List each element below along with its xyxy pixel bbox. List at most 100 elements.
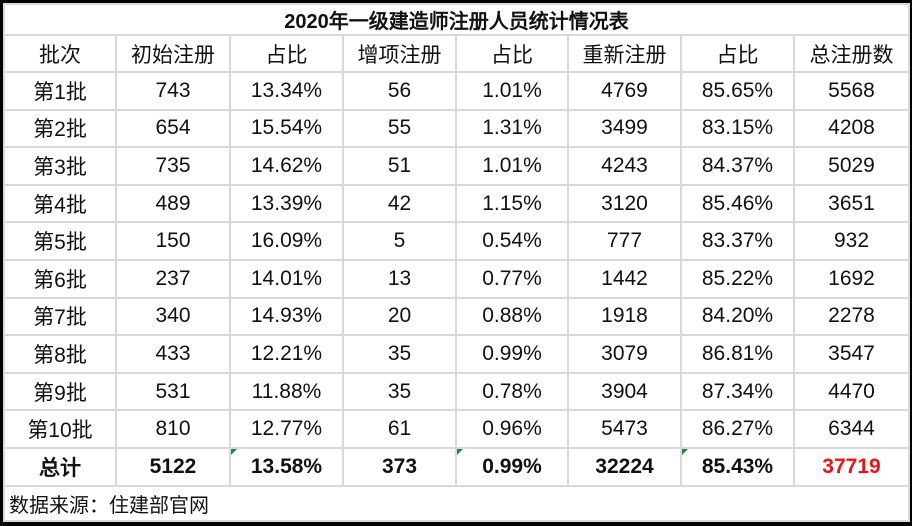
table-row-cell: 20	[342, 296, 457, 337]
cell-text: 373	[381, 454, 418, 478]
cell-text: 4243	[601, 153, 648, 177]
cell-text: 占比	[716, 43, 759, 67]
cell-text: 150	[155, 229, 191, 253]
header-row: 批次 初始注册 占比 增项注册 占比 重新注册 占比 总注册数	[3, 34, 910, 73]
table-row-cell: 第4批	[3, 183, 117, 224]
error-marker-icon	[231, 448, 237, 455]
table-row-cell: 第7批	[3, 296, 117, 337]
table-row-cell: 1.15%	[455, 183, 569, 224]
cell-text: 0.96%	[482, 417, 542, 441]
header-row-cell: 总注册数	[793, 34, 910, 73]
cell-text: 批次	[39, 43, 81, 67]
cell-text: 20	[387, 304, 412, 328]
header-row-cell: 占比	[229, 34, 344, 73]
cell-text: 0.88%	[482, 304, 542, 328]
cell-text: 85.43%	[701, 454, 774, 478]
cell-text: 第5批	[33, 231, 87, 255]
cell-text: 第10批	[27, 419, 93, 443]
table-row-cell: 13.39%	[229, 183, 344, 224]
cell-text: 340	[155, 304, 191, 328]
table-row-cell: 0.96%	[455, 409, 569, 449]
table-row-cell: 5473	[567, 409, 682, 449]
table-row-cell: 35	[342, 371, 457, 412]
cell-text: 14.62%	[250, 153, 323, 177]
cell-text: 14.93%	[250, 304, 323, 328]
cell-text: 743	[155, 78, 191, 102]
table-row-cell: 654	[115, 108, 231, 149]
source-row: 数据来源：住建部官网	[3, 484, 910, 522]
table-row-cell: 735	[115, 146, 231, 186]
cell-text: 13.39%	[250, 191, 323, 215]
header-row-cell: 占比	[680, 34, 795, 73]
table-row-cell: 83.15%	[680, 108, 795, 149]
cell-text: 第1批	[33, 80, 87, 104]
table-row-cell: 4769	[567, 71, 682, 111]
cell-text: 56	[387, 78, 412, 102]
table-row-cell: 14.93%	[229, 296, 344, 337]
table-row-cell: 84.37%	[680, 146, 795, 186]
table-row-cell: 第10批	[3, 409, 117, 449]
cell-text: 占比	[265, 43, 308, 67]
table-row-cell: 86.27%	[680, 409, 795, 449]
cell-text: 35	[387, 341, 412, 365]
table-row-cell: 16.09%	[229, 221, 344, 261]
cell-text: 3499	[601, 116, 648, 140]
table-row-cell: 87.34%	[680, 371, 795, 412]
cell-text: 4208	[828, 116, 875, 140]
table-row-cell: 11.88%	[229, 371, 344, 412]
cell-text: 总计	[39, 456, 81, 480]
table-row-cell: 0.54%	[455, 221, 569, 261]
cell-text: 0.99%	[482, 454, 542, 478]
table-row-cell: 1.31%	[455, 108, 569, 149]
cell-text: 初始注册	[131, 43, 215, 67]
cell-text: 1.31%	[482, 116, 542, 140]
table-row-cell: 第5批	[3, 221, 117, 261]
table-row-cell: 5568	[793, 71, 910, 111]
table-row-cell: 0.99%	[455, 334, 569, 374]
table-row-cell: 810	[115, 409, 231, 449]
cell-text: 87.34%	[701, 379, 774, 403]
cell-text: 1.01%	[482, 153, 542, 177]
cell-text: 第6批	[33, 268, 87, 292]
cell-text: 85.65%	[701, 78, 774, 102]
table-row-cell: 55	[342, 108, 457, 149]
cell-text: 13.34%	[250, 78, 323, 102]
cell-text: 86.81%	[701, 341, 774, 365]
cell-text: 735	[155, 153, 191, 177]
cell-text: 4769	[601, 78, 648, 102]
cell-text: 0.77%	[482, 266, 542, 290]
table-row-cell: 4243	[567, 146, 682, 186]
cell-text: 3079	[601, 341, 648, 365]
table-row-cell: 13.34%	[229, 71, 344, 111]
cell-text: 总注册数	[809, 43, 894, 67]
cell-text: 15.54%	[250, 116, 323, 140]
table-row-cell: 14.01%	[229, 258, 344, 299]
cell-text: 13	[387, 266, 412, 290]
cell-text: 85.46%	[701, 191, 774, 215]
table-row-cell: 第6批	[3, 258, 117, 299]
error-marker-icon	[457, 448, 463, 455]
total-row-cell: 85.43%	[680, 446, 795, 487]
cell-text: 5122	[149, 454, 197, 478]
table-row-cell: 61	[342, 409, 457, 449]
total-row-cell: 37719	[793, 446, 910, 487]
header-row-cell: 批次	[3, 34, 117, 73]
table-row-cell: 第9批	[3, 371, 117, 412]
cell-text: 85.22%	[701, 266, 774, 290]
cell-text: 占比	[491, 43, 533, 67]
cell-text: 86.27%	[701, 417, 774, 441]
table-row: 第3批 735 14.62% 51 1.01% 4243 84.37% 5029	[3, 146, 910, 186]
table-row-cell: 83.37%	[680, 221, 795, 261]
cell-text: 37719	[822, 454, 881, 478]
table-row-cell: 3547	[793, 334, 910, 374]
cell-text: 3904	[601, 379, 648, 403]
table-row-cell: 84.20%	[680, 296, 795, 337]
header-row-cell: 重新注册	[567, 34, 682, 73]
header-row-cell: 增项注册	[342, 34, 457, 73]
table-row-cell: 1.01%	[455, 146, 569, 186]
cell-text: 6344	[828, 417, 875, 441]
table-row-cell: 12.21%	[229, 334, 344, 374]
cell-text: 第8批	[33, 343, 87, 367]
cell-text: 4470	[828, 379, 875, 403]
cell-text: 增项注册	[357, 43, 442, 67]
